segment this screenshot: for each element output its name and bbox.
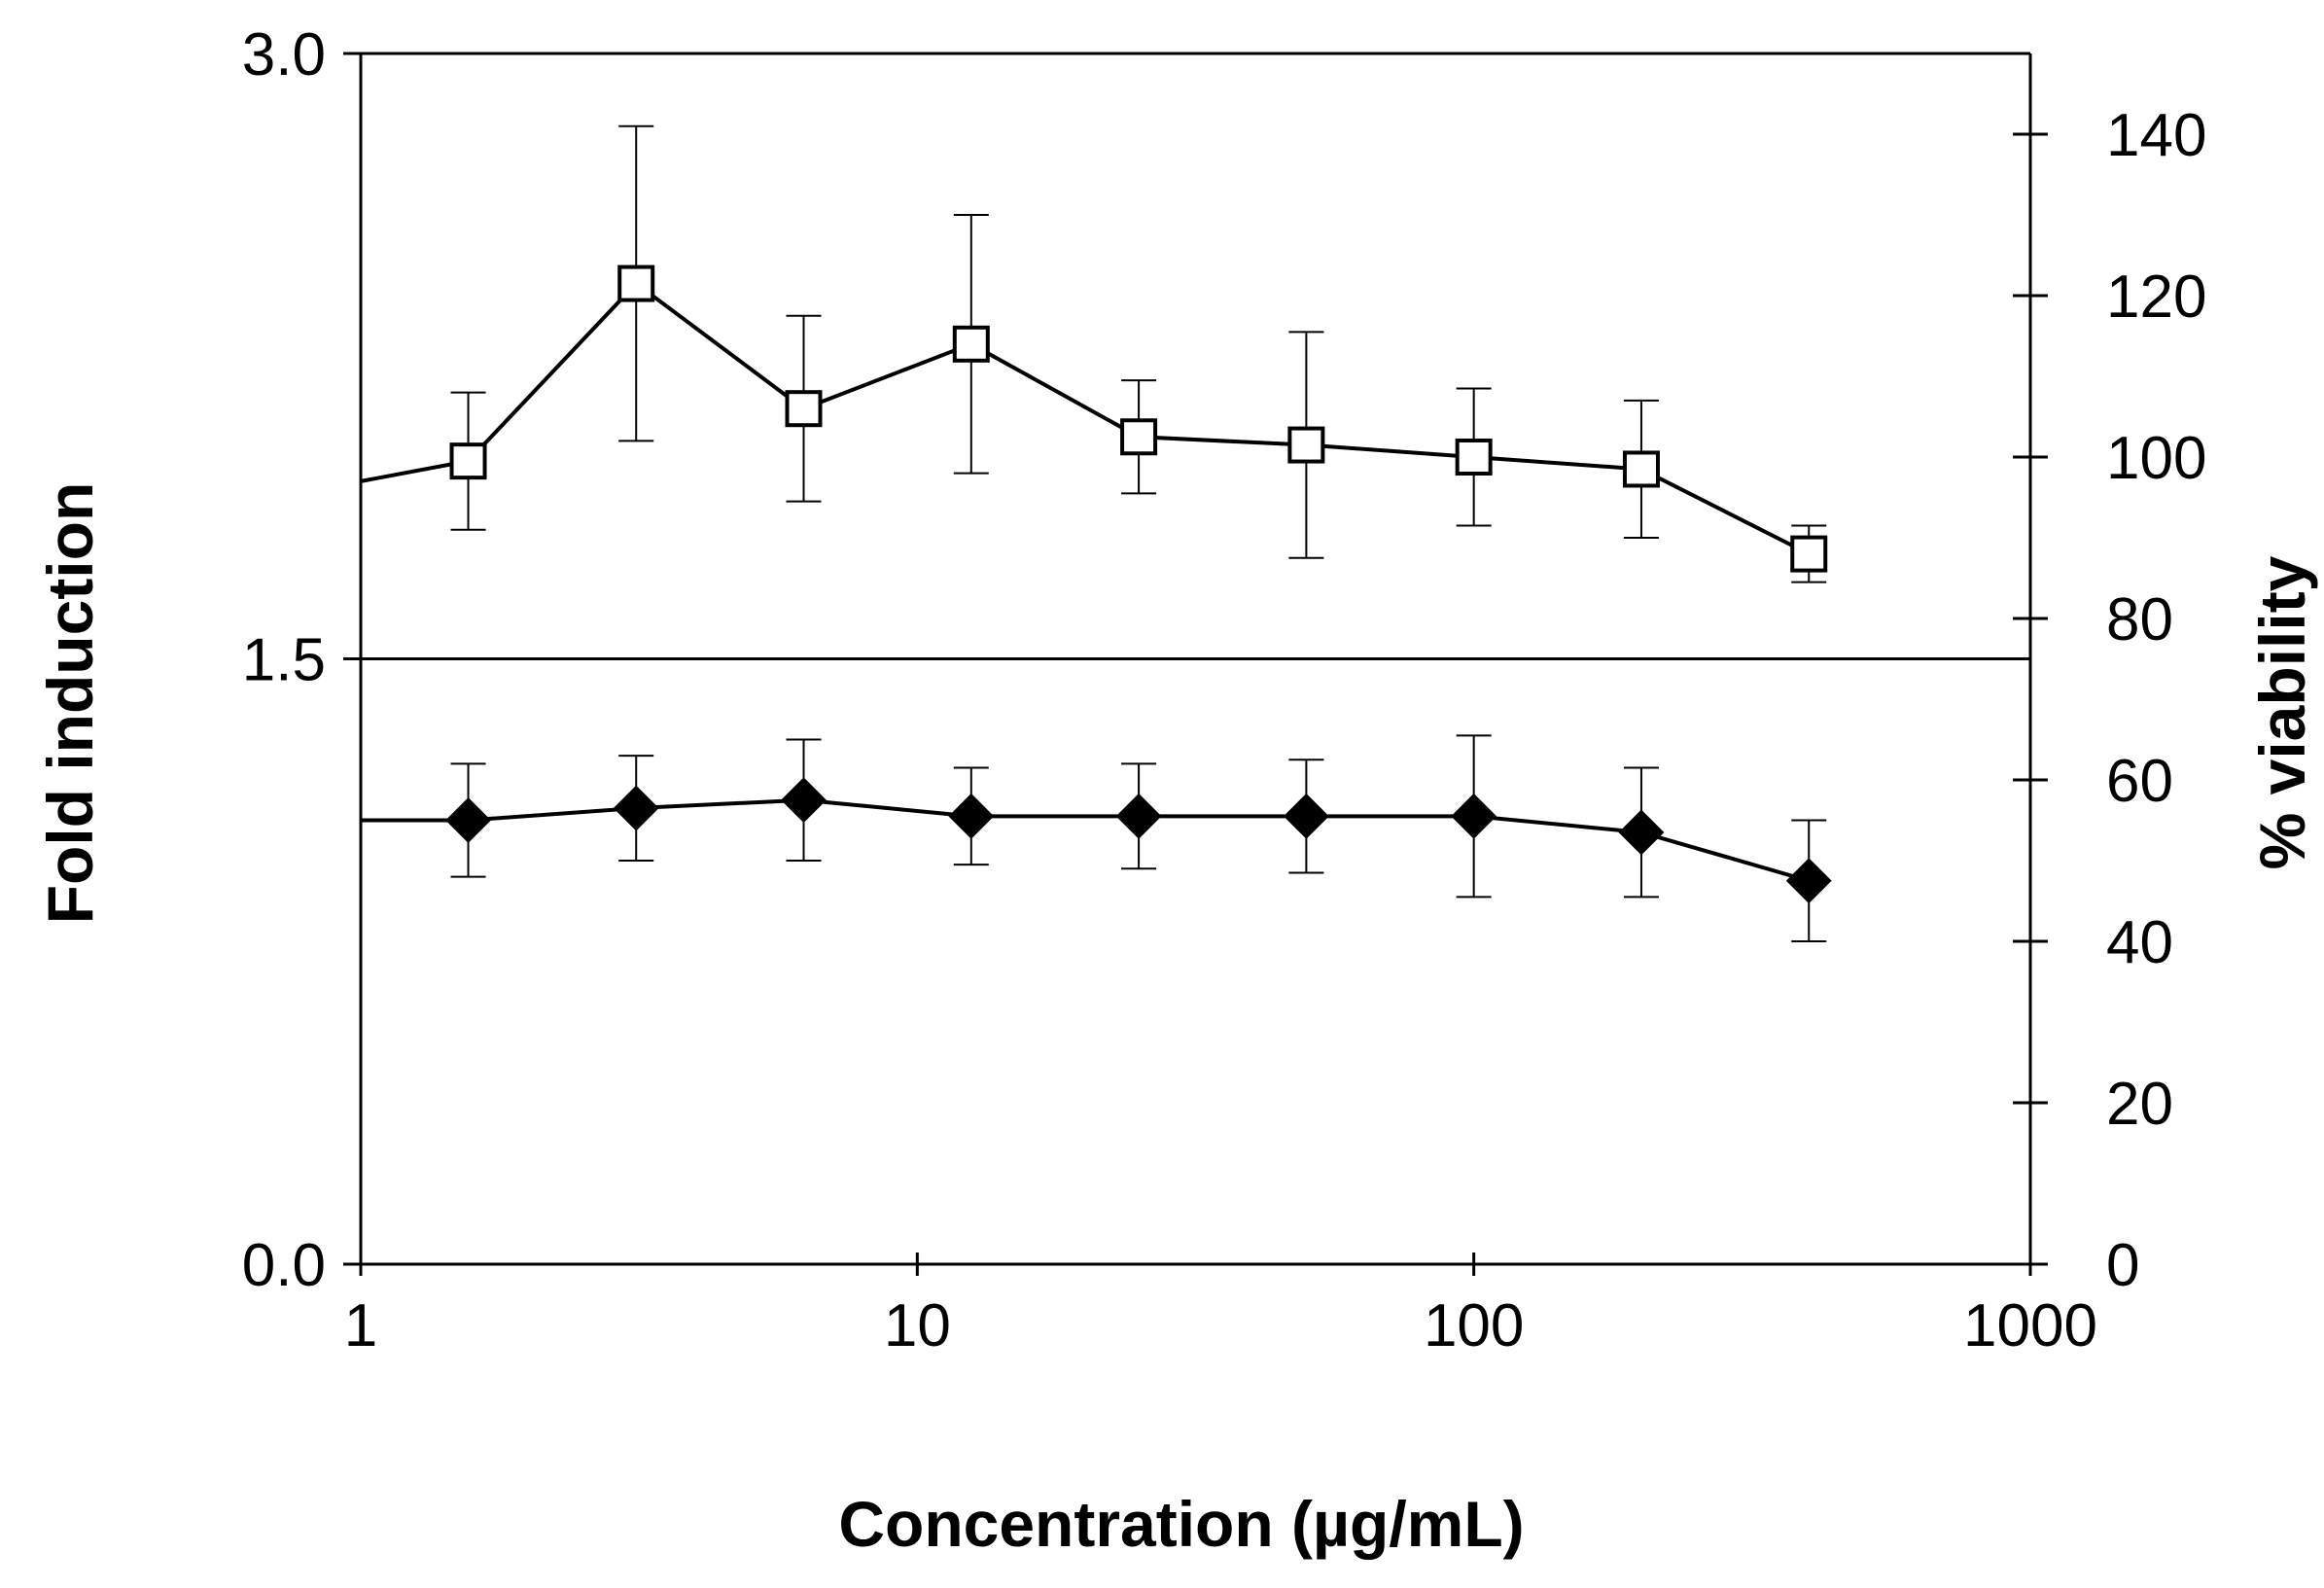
y-right-tick-label: 80: [2106, 586, 2173, 653]
y-right-tick-label: 140: [2106, 102, 2206, 169]
data-point: [1287, 426, 1325, 464]
data-point: [1120, 418, 1158, 456]
series-line: [361, 797, 1810, 883]
series-2: [361, 734, 1832, 942]
data-point: [1283, 793, 1329, 839]
series-layer: [360, 124, 1832, 942]
y-right-tick-label: 20: [2106, 1071, 2173, 1138]
y-right-axis-title: % viability: [2246, 555, 2318, 869]
data-point: [1115, 793, 1162, 839]
x-axis-title: Concentration (µg/mL): [838, 1488, 1524, 1560]
data-point: [781, 777, 827, 824]
data-point: [948, 793, 995, 839]
data-point: [1790, 535, 1828, 573]
x-tick-label: 1: [344, 1292, 377, 1359]
y-right-tick-label: 100: [2106, 425, 2206, 492]
x-axis-ticks: 1 10 100 1000: [344, 1253, 2097, 1359]
data-point: [1451, 793, 1497, 839]
y-left-tick-label: 3.0: [242, 21, 326, 88]
data-point: [785, 390, 823, 428]
data-point: [1785, 858, 1832, 904]
data-point: [613, 785, 659, 831]
x-tick-label: 100: [1424, 1292, 1524, 1359]
data-point: [445, 797, 491, 843]
data-point: [1622, 450, 1660, 488]
series-line: [360, 280, 1811, 556]
x-tick-label: 10: [884, 1292, 951, 1359]
y-left-axis-ticks: 0.0 1.5 3.0: [242, 21, 361, 1299]
data-point: [1455, 439, 1493, 476]
data-point: [1618, 809, 1665, 856]
series-1: [360, 124, 1828, 583]
y-left-axis-title: Fold induction: [34, 482, 106, 925]
y-right-tick-label: 60: [2106, 748, 2173, 815]
x-tick-label: 1000: [1963, 1292, 2097, 1359]
y-right-tick-label: 0: [2106, 1232, 2139, 1299]
y-left-tick-label: 1.5: [242, 627, 326, 694]
y-right-tick-label: 120: [2106, 264, 2206, 331]
data-point: [449, 442, 487, 480]
data-point: [617, 265, 655, 302]
y-left-tick-label: 0.0: [242, 1232, 326, 1299]
y-right-tick-label: 40: [2106, 909, 2173, 976]
data-point: [952, 325, 990, 363]
y-right-axis-ticks: 0 20 40 60 80 100 120 140: [2013, 102, 2206, 1299]
